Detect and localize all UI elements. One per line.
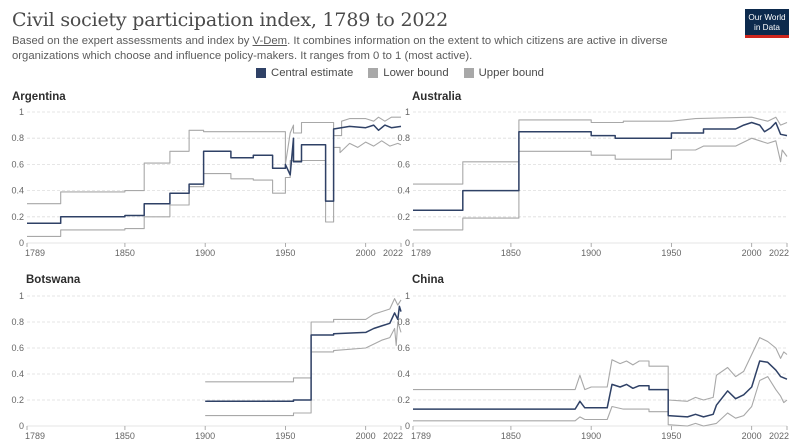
x-tick-label: 1850 [115, 431, 135, 441]
logo-line-1: Our World [748, 13, 786, 22]
series-line-upper-bound [413, 337, 788, 402]
y-tick-label: 0.4 [11, 369, 24, 379]
x-tick-label: 2000 [356, 431, 376, 441]
y-tick-label: 1 [19, 291, 24, 301]
y-tick-label: 0.2 [11, 395, 24, 405]
y-tick-label: 0.6 [397, 159, 410, 169]
chart-subtitle: Based on the expert assessments and inde… [12, 34, 712, 64]
y-tick-label: 1 [405, 291, 410, 301]
legend-swatch [368, 68, 379, 78]
x-tick-label: 1950 [275, 431, 295, 441]
y-tick-label: 0.6 [11, 159, 24, 169]
legend-swatch [463, 68, 474, 78]
legend-item-central[interactable]: Central estimate [256, 67, 353, 79]
panel-argentina: Argentina 0 0.2 0.4 0.6 0.8 1 1789 1850 1900 1950 2… [11, 91, 403, 258]
x-tick-label: 2000 [742, 248, 762, 258]
y-tick-label: 0 [19, 238, 24, 248]
y-tick-label: 0.8 [11, 317, 24, 327]
x-tick-label: 1850 [501, 248, 521, 258]
y-tick-label: 0.4 [11, 186, 24, 196]
y-tick-label: 0 [19, 421, 24, 431]
x-tick-label: 1850 [115, 248, 135, 258]
series-line-upper-bound [413, 116, 788, 185]
x-tick-label: 2022 [383, 248, 403, 258]
legend-item-upper[interactable]: Upper bound [463, 67, 544, 79]
x-tick-label: 1950 [661, 248, 681, 258]
series-line-upper-bound [205, 298, 402, 383]
series-line-lower-bound [27, 140, 402, 237]
panel-china: China 0 0.2 0.4 0.6 0.8 1 1789 1850 1900 1950 2000 2… [397, 274, 789, 441]
series-line-central-estimate [27, 124, 402, 225]
legend-label: Upper bound [478, 67, 544, 79]
series-line-lower-bound [205, 321, 402, 417]
series-line-central-estimate [205, 305, 402, 403]
legend-swatch [256, 68, 267, 78]
y-tick-label: 0.4 [397, 369, 410, 379]
logo-line-2: in Data [754, 22, 780, 32]
y-tick-label: 1 [19, 107, 24, 117]
x-tick-label: 2022 [383, 431, 403, 441]
x-tick-label: 1950 [661, 431, 681, 441]
x-tick-label: 2000 [356, 248, 376, 258]
source-link[interactable]: V-Dem [252, 35, 288, 47]
legend-label: Lower bound [383, 67, 449, 79]
panel-title: Botswana [26, 274, 81, 286]
series-line-central-estimate [413, 360, 788, 418]
y-tick-label: 0.8 [397, 133, 410, 143]
panel-title: Australia [412, 91, 462, 103]
series-line-lower-bound [413, 137, 788, 231]
y-tick-label: 0.6 [11, 343, 24, 353]
x-tick-label: 1900 [581, 248, 601, 258]
our-world-in-data-logo[interactable]: Our World in Data [745, 9, 789, 38]
y-tick-label: 0.2 [397, 212, 410, 222]
x-tick-label: 2000 [742, 431, 762, 441]
legend-label: Central estimate [271, 67, 354, 79]
x-tick-label: 1900 [195, 248, 215, 258]
series-line-central-estimate [413, 121, 788, 212]
legend-item-lower[interactable]: Lower bound [368, 67, 449, 79]
x-tick-label: 2022 [769, 248, 789, 258]
chart-title: Civil society participation index, 1789 … [12, 9, 448, 31]
y-tick-label: 0.2 [11, 212, 24, 222]
series-line-lower-bound [413, 376, 788, 427]
y-tick-label: 0.8 [397, 317, 410, 327]
legend: Central estimate Lower bound Upper bound [0, 67, 800, 79]
x-tick-label: 1789 [411, 248, 431, 258]
subtitle-text-end: . It combines information on the extent … [12, 35, 668, 62]
y-tick-label: 0 [405, 421, 410, 431]
x-tick-label: 1789 [411, 431, 431, 441]
subtitle-text: Based on the expert assessments and inde… [12, 35, 253, 47]
x-tick-label: 1900 [581, 431, 601, 441]
y-tick-label: 0.2 [397, 395, 410, 405]
panel-title: China [412, 274, 445, 286]
x-tick-label: 1900 [195, 431, 215, 441]
y-tick-label: 1 [405, 107, 410, 117]
y-tick-label: 0.4 [397, 186, 410, 196]
panel-title: Argentina [12, 91, 66, 103]
x-tick-label: 2022 [769, 431, 789, 441]
x-tick-label: 1789 [25, 431, 45, 441]
panel-botswana: Botswana 0 0.2 0.4 0.6 0.8 1 1789 1850 1900 1950 20… [11, 274, 403, 441]
x-tick-label: 1950 [275, 248, 295, 258]
x-tick-label: 1850 [501, 431, 521, 441]
y-tick-label: 0.8 [11, 133, 24, 143]
y-tick-label: 0.6 [397, 343, 410, 353]
y-tick-label: 0 [405, 238, 410, 248]
series-line-upper-bound [27, 116, 401, 205]
x-tick-label: 1789 [25, 248, 45, 258]
panel-australia: Australia 0 0.2 0.4 0.6 0.8 1 1789 1850 1900 1950 2… [397, 91, 789, 258]
